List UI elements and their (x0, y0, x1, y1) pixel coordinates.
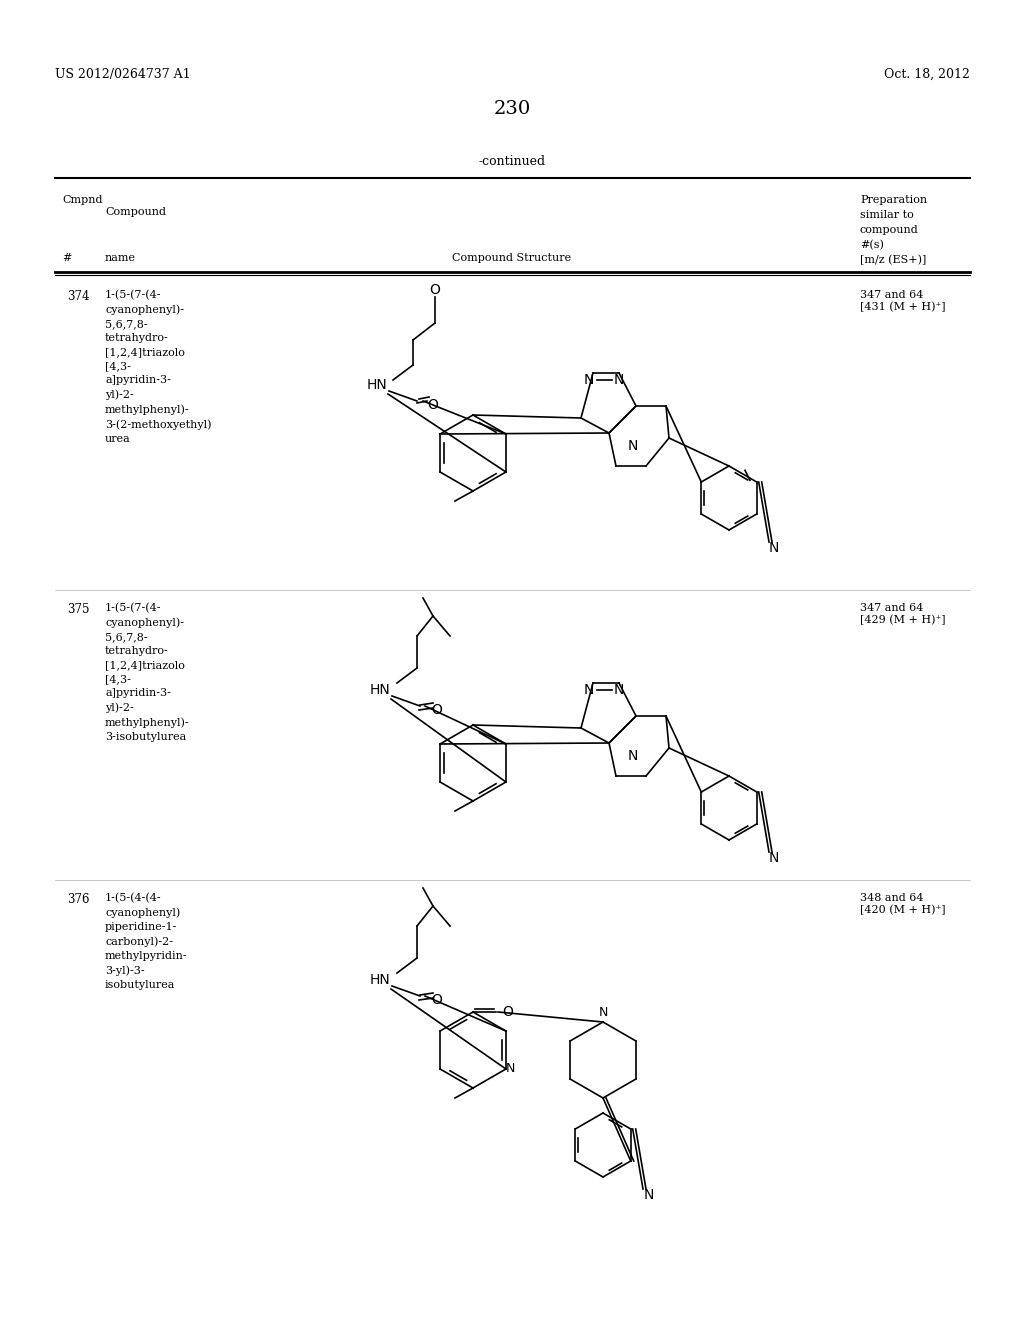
Text: HN: HN (370, 973, 390, 987)
Text: 347 and 64
[431 (M + H)⁺]: 347 and 64 [431 (M + H)⁺] (860, 290, 945, 312)
Text: N: N (769, 851, 779, 865)
Text: similar to: similar to (860, 210, 913, 220)
Text: O: O (429, 282, 440, 297)
Text: O: O (428, 399, 438, 412)
Text: HN: HN (367, 378, 387, 392)
Text: Compound Structure: Compound Structure (453, 253, 571, 263)
Text: 375: 375 (67, 603, 89, 616)
Text: compound: compound (860, 224, 919, 235)
Text: N: N (598, 1006, 607, 1019)
Text: US 2012/0264737 A1: US 2012/0264737 A1 (55, 69, 190, 81)
Text: HN: HN (370, 682, 390, 697)
Text: N: N (584, 682, 594, 697)
Text: name: name (105, 253, 136, 263)
Text: N: N (628, 748, 638, 763)
Text: N: N (613, 682, 625, 697)
Text: 1-(5-(7-(4-
cyanophenyl)-
5,6,7,8-
tetrahydro-
[1,2,4]triazolo
[4,3-
a]pyridin-3: 1-(5-(7-(4- cyanophenyl)- 5,6,7,8- tetra… (105, 603, 189, 742)
Text: Cmpnd: Cmpnd (62, 195, 102, 205)
Text: N: N (506, 1063, 516, 1076)
Text: N: N (644, 1188, 654, 1203)
Text: #(s): #(s) (860, 240, 884, 251)
Text: 347 and 64
[429 (M + H)⁺]: 347 and 64 [429 (M + H)⁺] (860, 603, 945, 624)
Text: 1-(5-(4-(4-
cyanophenyl)
piperidine-1-
carbonyl)-2-
methylpyridin-
3-yl)-3-
isob: 1-(5-(4-(4- cyanophenyl) piperidine-1- c… (105, 894, 187, 990)
Text: Compound: Compound (105, 207, 166, 216)
Text: 348 and 64
[420 (M + H)⁺]: 348 and 64 [420 (M + H)⁺] (860, 894, 945, 915)
Text: 230: 230 (494, 100, 530, 117)
Text: O: O (431, 993, 442, 1007)
Text: #: # (62, 253, 72, 263)
Text: N: N (584, 374, 594, 387)
Text: Preparation: Preparation (860, 195, 927, 205)
Text: O: O (503, 1005, 513, 1019)
Text: [m/z (ES+)]: [m/z (ES+)] (860, 255, 927, 265)
Text: N: N (613, 374, 625, 387)
Text: 1-(5-(7-(4-
cyanophenyl)-
5,6,7,8-
tetrahydro-
[1,2,4]triazolo
[4,3-
a]pyridin-3: 1-(5-(7-(4- cyanophenyl)- 5,6,7,8- tetra… (105, 290, 212, 444)
Text: Oct. 18, 2012: Oct. 18, 2012 (884, 69, 970, 81)
Text: O: O (431, 704, 442, 717)
Text: N: N (769, 541, 779, 554)
Text: -continued: -continued (478, 154, 546, 168)
Text: 374: 374 (67, 290, 89, 304)
Text: N: N (628, 440, 638, 453)
Text: 376: 376 (67, 894, 89, 906)
